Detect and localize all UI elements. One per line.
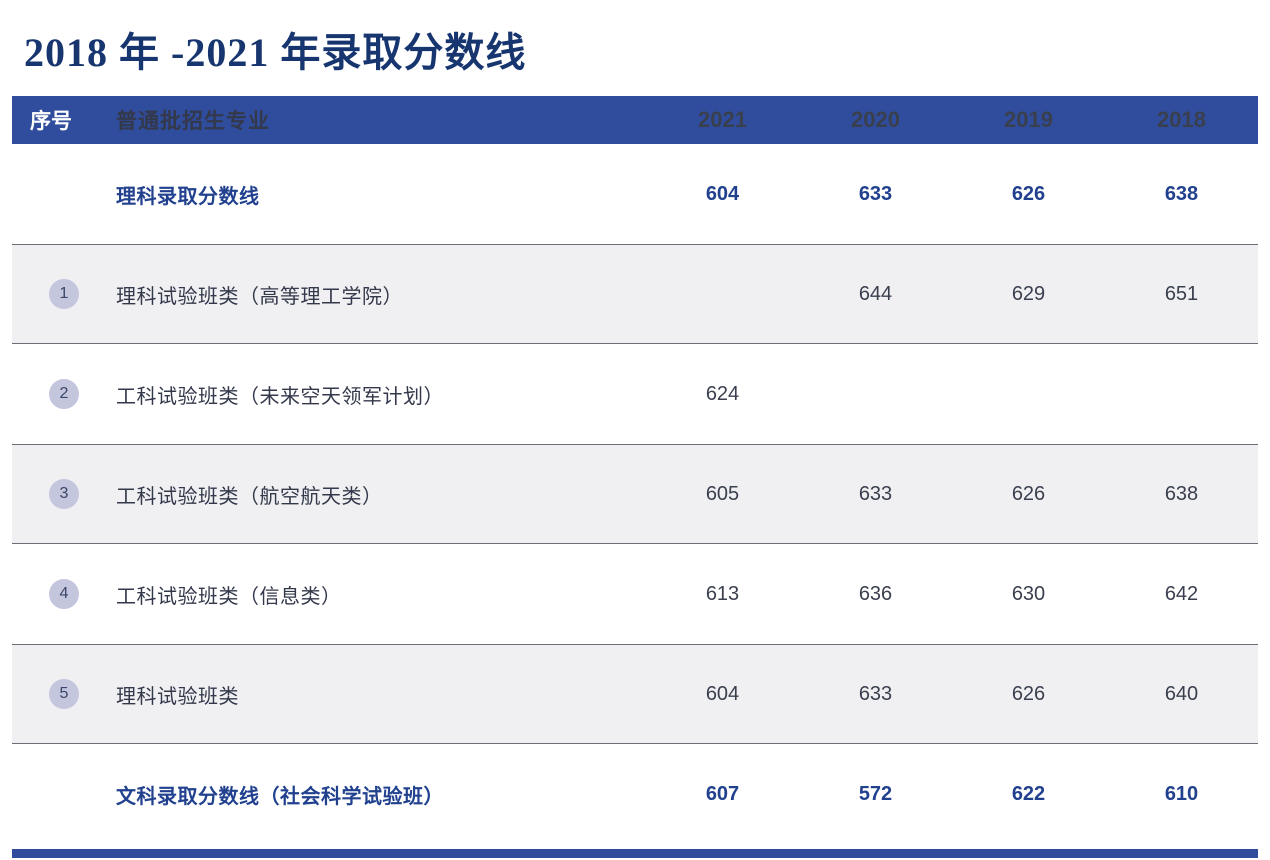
score-2021: 605	[705, 482, 740, 505]
score-2020: 633	[858, 682, 893, 705]
table-row: 4 工科试验班类（信息类） 613 636 630 642	[12, 544, 1258, 644]
table-row: 3 工科试验班类（航空航天类） 605 633 626 638	[12, 444, 1258, 544]
row-program-name: 理科试验班类（高等理工学院）	[116, 285, 403, 308]
row-program-name: 理科试验班类	[116, 685, 239, 708]
header-col-program: 普通批招生专业	[116, 110, 270, 133]
score-2019: 630	[1011, 582, 1046, 605]
score-2021: 613	[705, 582, 740, 605]
row-program-name: 理科录取分数线	[116, 185, 260, 208]
row-number-badge: 5	[49, 679, 79, 709]
score-2021: 624	[705, 382, 740, 405]
score-2020: 633	[858, 182, 893, 205]
score-2019: 622	[1011, 782, 1046, 805]
score-2020: 572	[858, 782, 893, 805]
page-title: 2018 年 -2021 年录取分数线	[24, 30, 527, 75]
row-index-cell: 1	[12, 279, 116, 309]
row-number-badge: 4	[49, 579, 79, 609]
score-2018: 651	[1164, 282, 1199, 305]
score-2021: 604	[705, 682, 740, 705]
score-2018: 610	[1164, 782, 1199, 805]
header-col-2020: 2020	[851, 107, 900, 132]
row-number-badge: 3	[49, 479, 79, 509]
header-col-2019: 2019	[1004, 107, 1053, 132]
score-2019: 626	[1011, 682, 1046, 705]
score-2020: 636	[858, 582, 893, 605]
score-2018: 638	[1164, 182, 1199, 205]
bottom-accent-bar	[12, 849, 1258, 858]
header-col-2018: 2018	[1157, 107, 1206, 132]
table-row-liberal-arts-cutoff: 文科录取分数线（社会科学试验班） 607 572 622 610	[12, 744, 1258, 844]
row-program-name: 工科试验班类（航空航天类）	[116, 485, 383, 508]
row-index-cell: 3	[12, 479, 116, 509]
table-header-row: 序号 普通批招生专业 2021 2020 2019 2018	[12, 96, 1258, 144]
score-2021: 604	[705, 182, 740, 205]
score-2018: 638	[1164, 482, 1199, 505]
row-index-cell: 5	[12, 679, 116, 709]
header-col-seq: 序号	[30, 110, 72, 133]
row-number-badge: 1	[49, 279, 79, 309]
row-program-name: 工科试验班类（未来空天领军计划）	[116, 385, 444, 408]
score-2020: 644	[858, 282, 893, 305]
admission-scores-table: 序号 普通批招生专业 2021 2020 2019 2018 理科录取分数线 6…	[12, 96, 1258, 844]
row-number-badge: 2	[49, 379, 79, 409]
score-2021: 607	[705, 782, 740, 805]
row-index-cell: 4	[12, 579, 116, 609]
table-row-science-cutoff: 理科录取分数线 604 633 626 638	[12, 144, 1258, 244]
row-program-name: 工科试验班类（信息类）	[116, 585, 342, 608]
score-2018: 640	[1164, 682, 1199, 705]
score-2018: 642	[1164, 582, 1199, 605]
table-row: 2 工科试验班类（未来空天领军计划） 624	[12, 344, 1258, 444]
table-row: 5 理科试验班类 604 633 626 640	[12, 644, 1258, 744]
row-program-name: 文科录取分数线（社会科学试验班）	[116, 785, 444, 808]
score-2020: 633	[858, 482, 893, 505]
header-col-2021: 2021	[698, 107, 747, 132]
score-2019: 626	[1011, 482, 1046, 505]
score-2019: 629	[1011, 282, 1046, 305]
table-row: 1 理科试验班类（高等理工学院） 644 629 651	[12, 244, 1258, 344]
row-index-cell: 2	[12, 379, 116, 409]
score-2019: 626	[1011, 182, 1046, 205]
